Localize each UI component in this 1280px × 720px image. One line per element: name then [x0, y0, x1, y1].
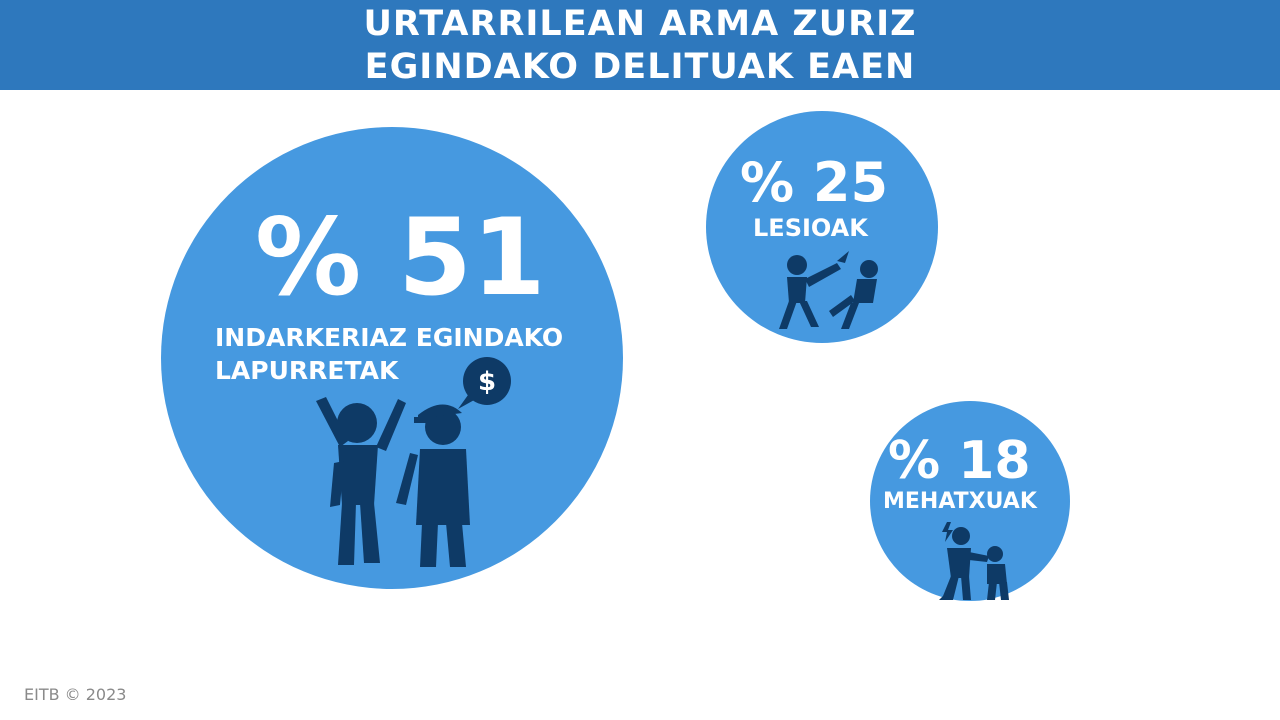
assault-icon [779, 251, 878, 329]
header-bar: URTARRILEAN ARMA ZURIZ EGINDAKO DELITUAK… [0, 0, 1280, 90]
value-label-injuries: % 25 [740, 151, 889, 214]
bubble-robbery [161, 127, 623, 589]
title-line-1: URTARRILEAN ARMA ZURIZ [363, 4, 917, 44]
value-label-threats: % 18 [888, 431, 1031, 491]
title-line-2: EGINDAKO DELITUAK EAEN [364, 47, 916, 87]
robbery-icon: $ [316, 357, 511, 567]
threat-icon [939, 522, 1009, 600]
category-label-threats: MEHATXUAK [883, 489, 1037, 514]
category-label-injuries: LESIOAK [753, 214, 868, 242]
footer-credit: EITB © 2023 [24, 685, 127, 704]
bubble-injuries [706, 111, 938, 343]
dollar-sign: $ [478, 367, 496, 397]
bubble-threats [870, 401, 1070, 601]
value-label-robbery: % 51 [255, 196, 546, 319]
category-label-robbery-line2: LAPURRETAK [215, 356, 399, 385]
category-label-robbery-line1: INDARKERIAZ EGINDAKO [215, 323, 564, 352]
